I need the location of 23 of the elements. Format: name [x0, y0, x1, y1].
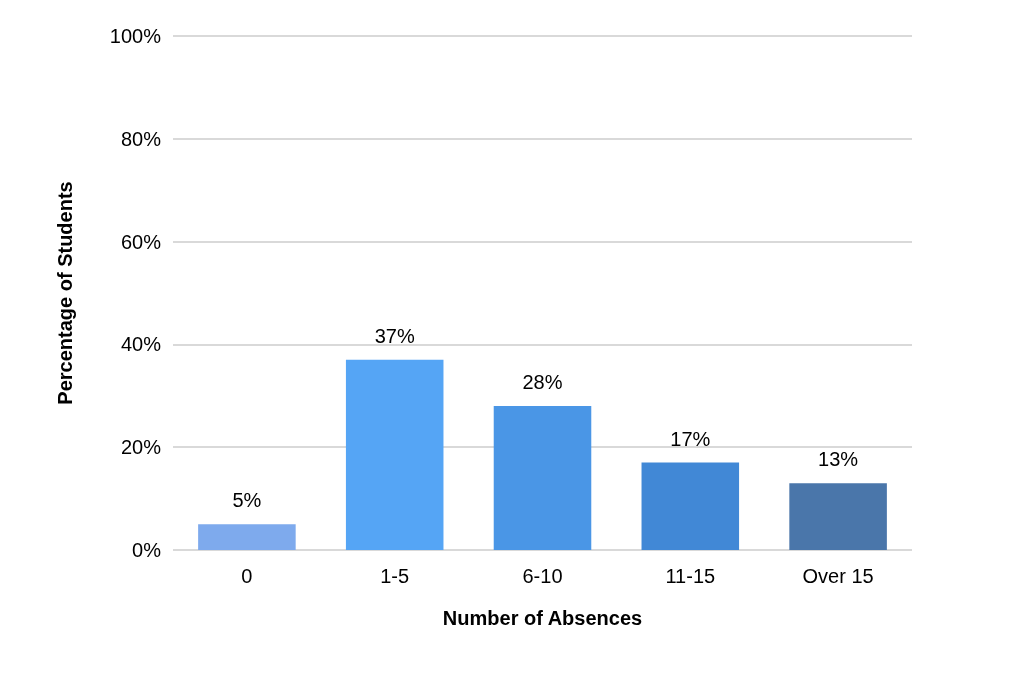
x-tick-label: 11-15 [665, 565, 716, 587]
data-label: 13% [818, 448, 859, 471]
x-tick-label: 6-10 [522, 565, 563, 587]
x-tick-label: Over 15 [802, 565, 874, 587]
y-tick-label: 60% [120, 230, 162, 253]
y-tick-label: 40% [120, 333, 162, 356]
x-tick-label: 1-5 [380, 565, 410, 587]
bar [789, 483, 887, 550]
data-label: 28% [522, 371, 563, 394]
y-tick-label: 80% [120, 127, 162, 150]
bar [641, 462, 740, 550]
data-label: 5% [232, 489, 262, 512]
y-axis-title: Percentage of Students [54, 181, 76, 405]
x-tick-label: 0 [241, 565, 253, 587]
y-tick-label: 0% [132, 539, 162, 561]
bar [493, 406, 592, 550]
y-tick-label: 20% [120, 436, 162, 459]
data-label: 17% [670, 427, 711, 450]
bar [345, 359, 444, 550]
x-axis-title: Number of Absences [442, 607, 643, 629]
data-label: 37% [374, 324, 415, 347]
bar [198, 524, 296, 550]
y-tick-label: 100% [109, 25, 162, 47]
